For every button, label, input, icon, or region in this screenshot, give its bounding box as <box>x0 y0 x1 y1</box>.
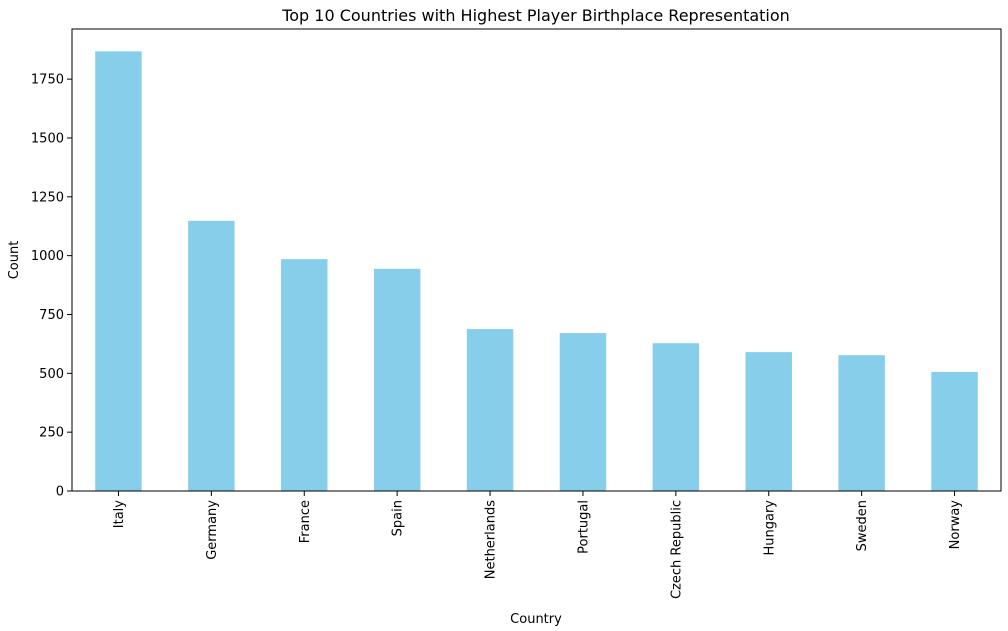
x-tick-label: Italy <box>112 500 127 529</box>
y-tick-label: 750 <box>39 308 64 323</box>
x-tick-label: Czech Republic <box>669 500 684 599</box>
y-tick-label: 1750 <box>31 73 64 88</box>
plot-frame <box>71 28 1002 492</box>
x-tick-label: France <box>298 500 313 543</box>
bar-spain <box>373 268 421 491</box>
bar-sweden <box>838 355 885 491</box>
y-tick-label: 0 <box>56 485 64 500</box>
bar-italy <box>95 51 142 492</box>
bars-group <box>95 51 978 492</box>
y-tick-label: 1250 <box>31 190 64 205</box>
y-tick-label: 250 <box>39 426 64 441</box>
bar-france <box>281 259 328 491</box>
y-tick-label: 500 <box>39 367 64 382</box>
bar-portugal <box>559 333 607 491</box>
x-tick-label: Norway <box>948 500 963 550</box>
x-axis-label: Country <box>510 612 562 627</box>
bar-germany <box>188 220 235 491</box>
bar-norway <box>931 371 978 491</box>
x-tick-label: Germany <box>205 500 220 560</box>
bar-netherlands <box>466 329 514 491</box>
bar-czech-republic <box>652 343 700 491</box>
x-tick-label: Spain <box>391 500 406 536</box>
x-tick-label: Netherlands <box>484 500 499 579</box>
bar-hungary <box>745 352 792 491</box>
y-axis-label: Count <box>7 241 22 280</box>
x-tick-label: Hungary <box>762 500 777 556</box>
x-tick-label: Portugal <box>576 500 591 554</box>
chart-title: Top 10 Countries with Highest Player Bir… <box>281 6 790 25</box>
y-axis: 0 250 500 750 1000 1250 1500 1750 <box>31 73 72 500</box>
y-tick-label: 1500 <box>31 131 64 146</box>
x-tick-label: Sweden <box>855 500 870 551</box>
x-axis: Italy Germany France Spain Netherlands Portug… <box>112 491 963 599</box>
y-tick-label: 1000 <box>31 249 64 264</box>
